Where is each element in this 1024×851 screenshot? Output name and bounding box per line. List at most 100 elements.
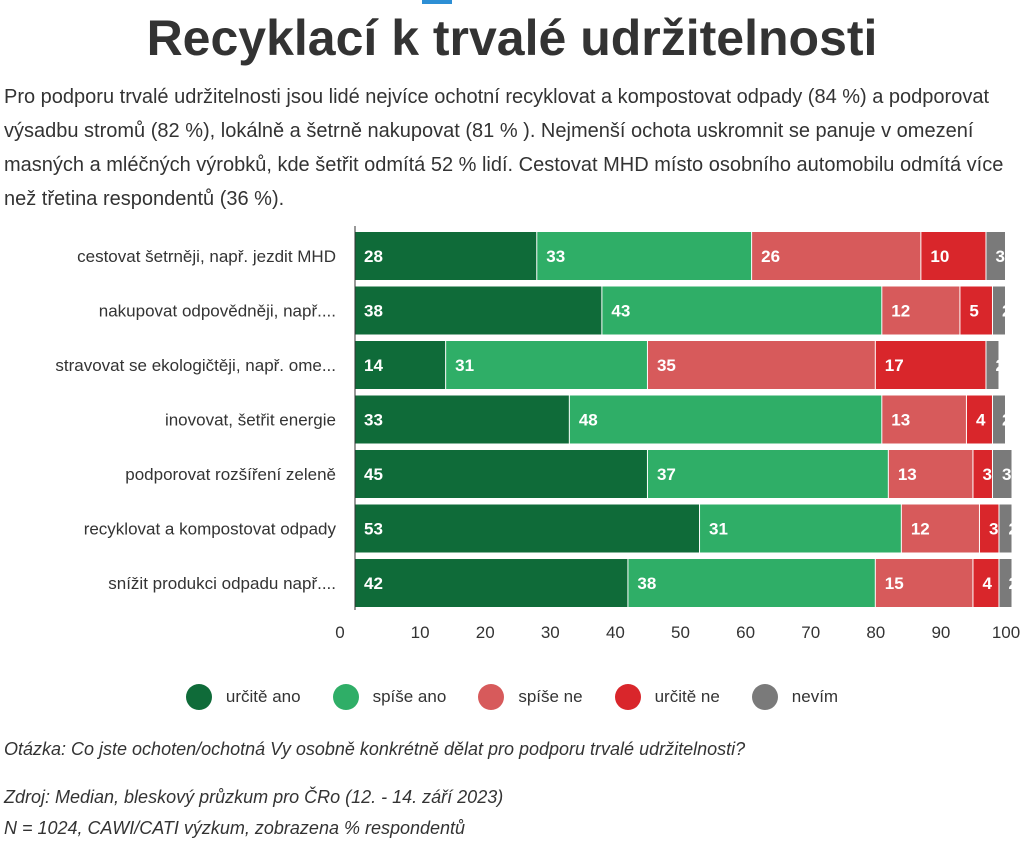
- data-label: 2: [1008, 574, 1017, 593]
- x-tick-label: 80: [866, 623, 885, 642]
- chart-subtitle: Pro podporu trvalé udržitelnosti jsou li…: [4, 86, 1004, 210]
- category-label: inovovat, šetřit energie: [165, 411, 336, 430]
- bar-segment: [700, 504, 901, 553]
- legend-swatch: [478, 684, 505, 710]
- bar-segment: [628, 559, 875, 607]
- bar-segment: [752, 232, 921, 280]
- data-label: 10: [930, 247, 949, 266]
- bar-segment: [602, 286, 882, 335]
- data-label: 48: [579, 411, 598, 430]
- bar-segment: [882, 395, 966, 444]
- bar-segment: [355, 395, 569, 444]
- category-label: snížit produkci odpadu např....: [108, 574, 336, 593]
- bar-segment: [966, 395, 992, 444]
- legend-swatch: [332, 684, 359, 710]
- legend-item: určitě ne: [614, 684, 720, 710]
- data-label: 2: [1002, 302, 1011, 321]
- category-label: cestovat šetrněji, např. jezdit MHD: [77, 247, 336, 266]
- data-label: 12: [911, 520, 930, 539]
- bar-segment: [647, 450, 888, 498]
- x-tick-label: 40: [606, 623, 625, 642]
- data-label: 13: [898, 465, 917, 484]
- bar-segment: [979, 504, 999, 553]
- data-label: 2: [995, 356, 1004, 375]
- bar-segment: [355, 504, 700, 553]
- data-label: 2: [1002, 411, 1011, 430]
- data-label: 3: [995, 247, 1004, 266]
- bar-segment: [999, 559, 1012, 607]
- data-label: 2: [1008, 520, 1017, 539]
- data-label: 13: [891, 411, 910, 430]
- data-label: 3: [989, 520, 998, 539]
- data-label: 14: [364, 356, 383, 375]
- legend-swatch: [614, 684, 641, 710]
- legend-label: nevím: [791, 687, 839, 706]
- x-tick-label: 10: [411, 623, 430, 642]
- x-tick-label: 90: [931, 623, 950, 642]
- bar-segment: [537, 232, 752, 280]
- data-label: 33: [364, 411, 383, 430]
- data-label: 43: [611, 302, 630, 321]
- bar-segment: [999, 504, 1012, 553]
- data-label: 42: [364, 574, 383, 593]
- bar-segment: [355, 286, 602, 335]
- legend-swatch: [751, 684, 778, 710]
- sample-note: N = 1024, CAWI/CATI výzkum, zobrazena % …: [4, 818, 466, 838]
- data-label: 45: [364, 465, 383, 484]
- category-label: nakupovat odpovědněji, např....: [99, 302, 336, 321]
- bar-segment: [882, 286, 960, 335]
- data-label: 17: [885, 356, 904, 375]
- bar-segment: [875, 341, 986, 389]
- bar-segment: [986, 341, 999, 389]
- data-label: 3: [1002, 465, 1011, 484]
- data-label: 12: [891, 302, 910, 321]
- legend-item: nevím: [751, 684, 839, 710]
- bar-segment: [355, 559, 628, 607]
- x-tick-label: 100: [992, 623, 1020, 642]
- legend-label: spíše ano: [372, 687, 447, 706]
- data-label: 15: [885, 574, 904, 593]
- data-label: 37: [657, 465, 676, 484]
- x-tick-label: 70: [801, 623, 820, 642]
- bar-segment: [973, 559, 999, 607]
- bar-segment: [355, 450, 647, 498]
- bar-segment: [569, 395, 882, 444]
- data-label: 38: [364, 302, 383, 321]
- bar-segment: [355, 341, 446, 389]
- legend-item: spíše ne: [478, 684, 583, 710]
- data-label: 4: [982, 574, 992, 593]
- legend-item: určitě ano: [185, 684, 301, 710]
- survey-question-note: Otázka: Co jste ochoten/ochotná Vy osobn…: [4, 739, 746, 759]
- data-label: 31: [455, 356, 474, 375]
- top-accent-bar: [422, 0, 452, 4]
- category-label: podporovat rozšíření zeleně: [125, 465, 336, 484]
- chart-title: Recyklací k trvalé udržitelnosti: [146, 10, 878, 66]
- bar-segment: [355, 232, 537, 280]
- legend-item: spíše ano: [332, 684, 447, 710]
- data-label: 5: [969, 302, 978, 321]
- legend-label: spíše ne: [518, 687, 583, 706]
- x-tick-label: 20: [476, 623, 495, 642]
- legend-label: určitě ano: [225, 687, 301, 706]
- data-label: 33: [546, 247, 565, 266]
- legend-swatch: [185, 684, 212, 710]
- bar-segment: [992, 450, 1012, 498]
- bar-segment: [901, 504, 979, 553]
- data-label: 53: [364, 520, 383, 539]
- bar-segment: [921, 232, 986, 280]
- stacked-bar-chart: cestovat šetrněji, např. jezdit MHD 28 33 2…: [55, 226, 1020, 642]
- legend-label: určitě ne: [654, 687, 720, 706]
- x-tick-label: 30: [541, 623, 560, 642]
- bar-segment: [973, 450, 992, 498]
- data-label: 28: [364, 247, 383, 266]
- bar-segment: [446, 341, 647, 389]
- x-tick-label: 0: [335, 623, 344, 642]
- data-label: 31: [709, 520, 728, 539]
- data-label: 3: [982, 465, 991, 484]
- category-label: recyklovat a kompostovat odpady: [84, 520, 337, 539]
- x-tick-label: 50: [671, 623, 690, 642]
- x-tick-label: 60: [736, 623, 755, 642]
- bar-segment: [875, 559, 973, 607]
- bar-segment: [647, 341, 875, 389]
- bar-segment: [888, 450, 973, 498]
